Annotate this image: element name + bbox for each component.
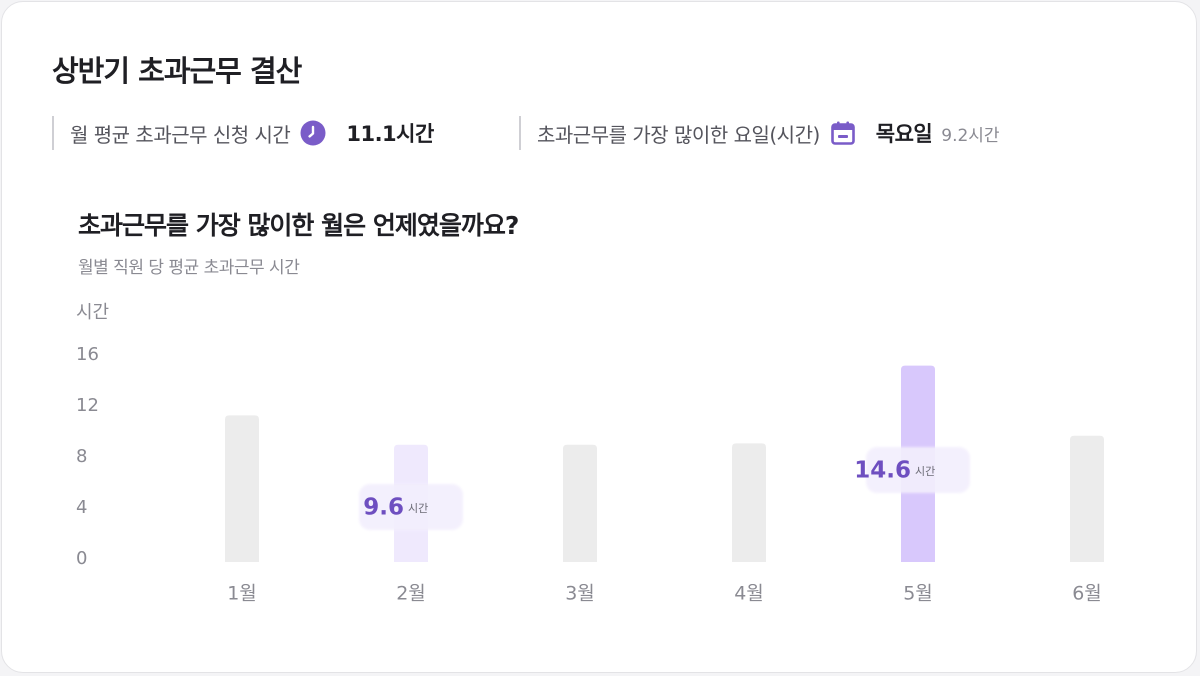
value-labels: 9.6 시간 14.6 시간 xyxy=(359,447,970,530)
y-tick-label: 8 xyxy=(76,446,87,467)
stat-subvalue: 9.2시간 xyxy=(941,125,1000,146)
value-label-number: 9.6 xyxy=(363,495,404,521)
value-label-number: 14.6 xyxy=(854,458,911,484)
clock-icon xyxy=(300,120,326,146)
value-label-2: 9.6 시간 xyxy=(359,484,463,530)
y-tick-label: 16 xyxy=(76,344,99,365)
y-tick-label: 4 xyxy=(76,497,87,518)
stat-label: 초과근무를 가장 많이한 요일(시간) xyxy=(537,122,820,147)
value-label-unit: 시간 xyxy=(915,465,935,478)
stat-value: 11.1시간 xyxy=(346,122,434,146)
stat-divider xyxy=(52,116,54,150)
stat-monthly-average: 월 평균 초과근무 신청 시간 11.1시간 xyxy=(52,116,434,150)
bar-1 xyxy=(225,415,259,562)
x-tick-label: 1월 xyxy=(227,583,257,605)
bar-4 xyxy=(732,443,766,562)
x-tick-label: 5월 xyxy=(903,583,933,605)
chart-title: 초과근무를 가장 많이한 월은 언제였을까요? xyxy=(78,211,519,240)
x-tick-label: 2월 xyxy=(396,583,426,605)
value-label-background xyxy=(866,447,970,493)
stat-value: 목요일 xyxy=(875,122,933,146)
chart-subtitle: 월별 직원 당 평균 초과근무 시간 xyxy=(78,258,300,278)
y-tick-label: 0 xyxy=(76,548,87,569)
value-label-5: 14.6 시간 xyxy=(854,447,970,493)
x-tick-label: 4월 xyxy=(734,583,764,605)
bar-3 xyxy=(563,444,597,562)
y-axis-ticks: 0 4 8 12 16 xyxy=(76,344,99,569)
value-label-unit: 시간 xyxy=(408,502,428,515)
x-tick-label: 3월 xyxy=(565,583,595,605)
bars xyxy=(225,365,1104,562)
stat-label: 월 평균 초과근무 신청 시간 xyxy=(70,122,291,147)
y-tick-label: 12 xyxy=(76,395,99,416)
y-axis-title: 시간 xyxy=(76,302,109,323)
card-title: 상반기 초과근무 결산 xyxy=(52,54,302,88)
value-label-background xyxy=(359,484,463,530)
bar-6 xyxy=(1070,435,1104,562)
x-tick-label: 6월 xyxy=(1072,583,1102,605)
calendar-icon xyxy=(830,120,856,146)
x-axis-ticks: 1월 2월 3월 4월 5월 6월 xyxy=(227,583,1102,605)
stat-divider xyxy=(519,116,521,150)
stat-top-weekday: 초과근무를 가장 많이한 요일(시간) 목요일 9.2시간 xyxy=(519,116,1000,150)
